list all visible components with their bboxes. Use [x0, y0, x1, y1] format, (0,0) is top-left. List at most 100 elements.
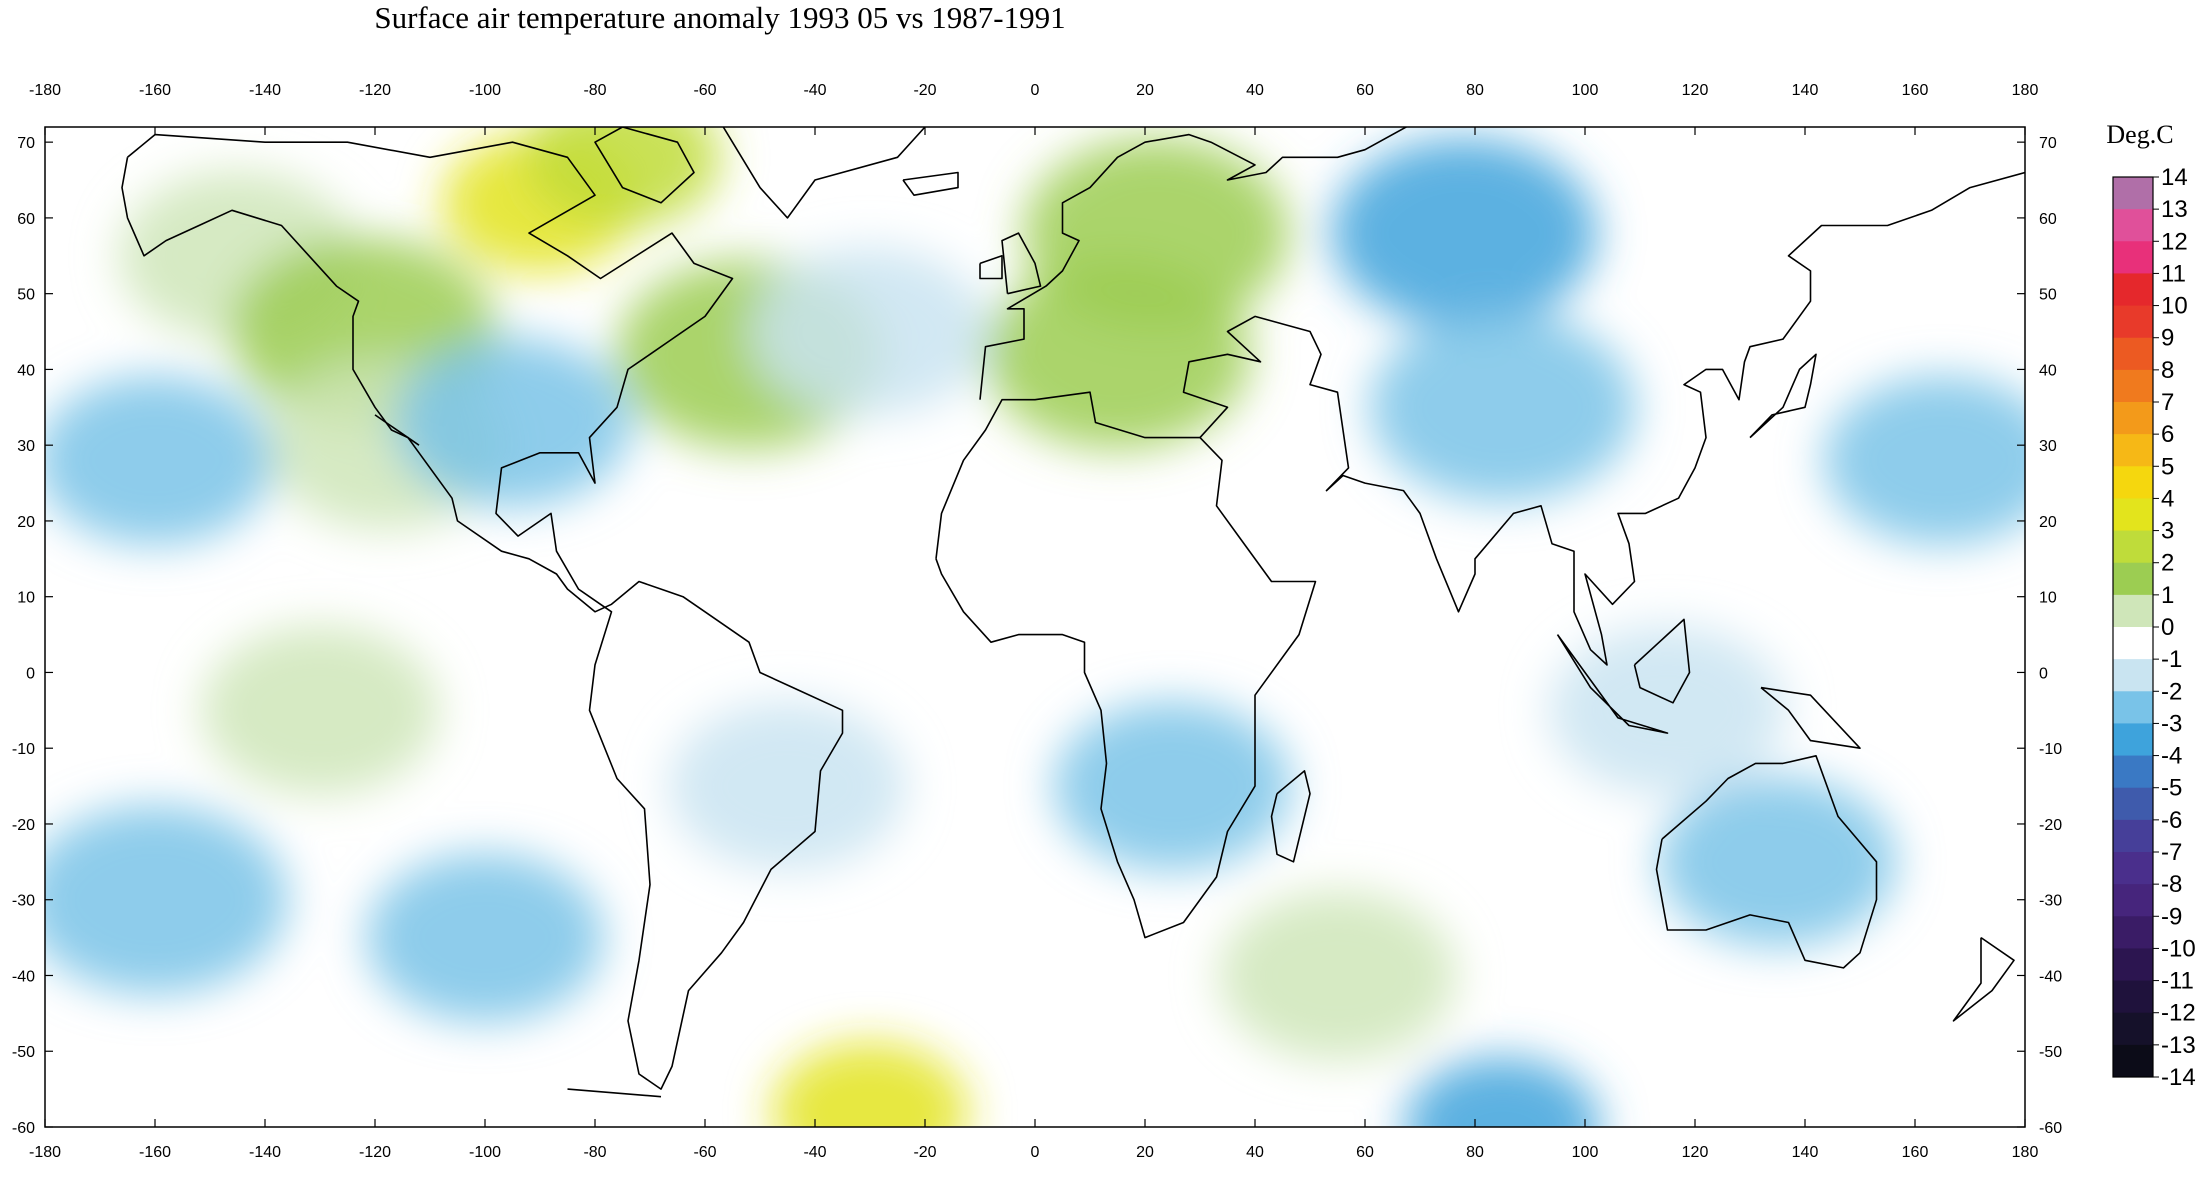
- lon-label-top: -160: [139, 82, 171, 99]
- coastline-5: [1655, 755, 1878, 969]
- lat-label-left: 30: [17, 438, 35, 455]
- colorbar-swatch: [2113, 337, 2153, 371]
- coastline-14: [979, 255, 1003, 280]
- colorbar-swatch: [2113, 884, 2153, 917]
- lon-label-bottom: 80: [1466, 1144, 1484, 1161]
- lon-label-top: 0: [1031, 82, 1040, 99]
- lon-label-bottom: -140: [249, 1144, 281, 1161]
- lon-label-bottom: -120: [359, 1144, 391, 1161]
- map-title: Surface air temperature anomaly 1993 05 …: [374, 0, 1066, 35]
- lat-label-right: 10: [2039, 590, 2057, 607]
- colorbar-swatch: [2113, 916, 2153, 949]
- lat-label-right: 50: [2039, 287, 2057, 304]
- colorbar-label: 4: [2161, 485, 2174, 512]
- anomaly-south-pacific: [45, 804, 288, 995]
- colorbar-swatch: [2113, 723, 2153, 757]
- colorbar-label: 3: [2161, 518, 2174, 545]
- coastline-16: [594, 127, 695, 204]
- lon-label-top: 20: [1136, 82, 1154, 99]
- anomaly-tropical-pacific-east: [201, 625, 439, 796]
- colorbar-swatch: [2113, 434, 2153, 467]
- lat-label-left: 50: [17, 287, 35, 304]
- colorbar-label: 7: [2161, 389, 2174, 416]
- coastline-12: [902, 171, 959, 196]
- lat-label-right: 30: [2039, 438, 2057, 455]
- lat-label-left: -30: [12, 893, 35, 910]
- anomaly-south-atlantic-ice: [772, 1041, 968, 1127]
- lat-label-left: -10: [12, 741, 35, 758]
- lon-label-bottom: -100: [469, 1144, 501, 1161]
- coastline-2: [979, 127, 1408, 400]
- lon-label-top: 100: [1572, 82, 1599, 99]
- coastline-1: [374, 414, 420, 446]
- anomaly-north-pacific-west: [1823, 375, 2025, 546]
- colorbar-label: 5: [2161, 453, 2174, 480]
- lon-label-bottom: 0: [1031, 1144, 1040, 1161]
- lon-label-top: -40: [803, 82, 826, 99]
- coastline-4: [1270, 770, 1311, 863]
- colorbar-swatch: [2113, 819, 2153, 853]
- anomaly-southeast-pacific: [366, 852, 604, 1023]
- colorbar-label: 9: [2161, 325, 2174, 352]
- colorbar-label: 10: [2161, 293, 2188, 320]
- colorbar-label: -2: [2161, 678, 2182, 705]
- coastline-13: [1001, 232, 1042, 295]
- anomaly-africa-south: [1053, 701, 1292, 872]
- lat-label-left: 70: [17, 135, 35, 152]
- colorbar-swatch: [2113, 466, 2153, 499]
- colorbar-swatch: [2113, 787, 2153, 821]
- lat-label-left: 60: [17, 211, 35, 228]
- anomaly-indonesia: [1548, 625, 1787, 796]
- colorbar-label: 1: [2161, 582, 2174, 609]
- lat-label-right: -30: [2039, 893, 2062, 910]
- colorbar: Deg.C14131211109876543210-1-2-3-4-5-6-7-…: [2106, 120, 2195, 1091]
- colorbar-swatch: [2113, 594, 2153, 628]
- lat-label-left: 40: [17, 362, 35, 379]
- coastline-7: [1182, 171, 2025, 666]
- anomaly-blobs: [45, 127, 2025, 1127]
- lat-label-right: 40: [2039, 362, 2057, 379]
- lon-label-top: 40: [1246, 82, 1264, 99]
- colorbar-label: -6: [2161, 807, 2182, 834]
- lon-label-bottom: 140: [1792, 1144, 1819, 1161]
- lat-label-left: 20: [17, 514, 35, 531]
- lon-label-bottom: -20: [913, 1144, 936, 1161]
- colorbar-swatch: [2113, 305, 2153, 339]
- colorbar-label: 12: [2161, 228, 2188, 255]
- colorbar-swatch: [2113, 948, 2153, 982]
- lat-label-right: -60: [2039, 1120, 2062, 1137]
- lon-label-bottom: -80: [583, 1144, 606, 1161]
- colorbar-label: 6: [2161, 421, 2174, 448]
- lat-label-right: 70: [2039, 135, 2057, 152]
- lat-label-left: -20: [12, 817, 35, 834]
- colorbar-label: 13: [2161, 196, 2188, 223]
- map-axes: -180-180-160-160-140-140-120-120-100-100…: [12, 82, 2062, 1161]
- anomaly-indian-ocean-south: [1218, 890, 1457, 1061]
- lat-label-left: 10: [17, 590, 35, 607]
- colorbar-swatch: [2113, 627, 2153, 660]
- colorbar-label: 2: [2161, 550, 2174, 577]
- coastline-11: [1760, 686, 1861, 749]
- lon-label-top: -60: [693, 82, 716, 99]
- anomaly-siberia: [1331, 138, 1597, 329]
- colorbar-label: -1: [2161, 646, 2182, 673]
- lat-label-left: 0: [26, 665, 35, 682]
- lat-label-right: 20: [2039, 514, 2057, 531]
- anomaly-central-us: [393, 337, 632, 508]
- colorbar-swatch: [2113, 369, 2153, 403]
- lat-label-left: -40: [12, 968, 35, 985]
- colorbar-label: -10: [2161, 935, 2196, 962]
- lon-label-bottom: -180: [29, 1144, 61, 1161]
- colorbar-swatch: [2113, 241, 2153, 274]
- lon-label-top: 80: [1466, 82, 1484, 99]
- lon-label-top: -120: [359, 82, 391, 99]
- colorbar-label: -5: [2161, 775, 2182, 802]
- anomaly-north-atlantic: [751, 246, 989, 417]
- lat-label-right: -10: [2039, 741, 2062, 758]
- lon-label-bottom: 20: [1136, 1144, 1154, 1161]
- colorbar-label: -8: [2161, 871, 2182, 898]
- coastline-8: [1749, 353, 1817, 439]
- anomaly-australia: [1658, 776, 1897, 947]
- lon-label-bottom: -60: [693, 1144, 716, 1161]
- lat-label-left: -50: [12, 1044, 35, 1061]
